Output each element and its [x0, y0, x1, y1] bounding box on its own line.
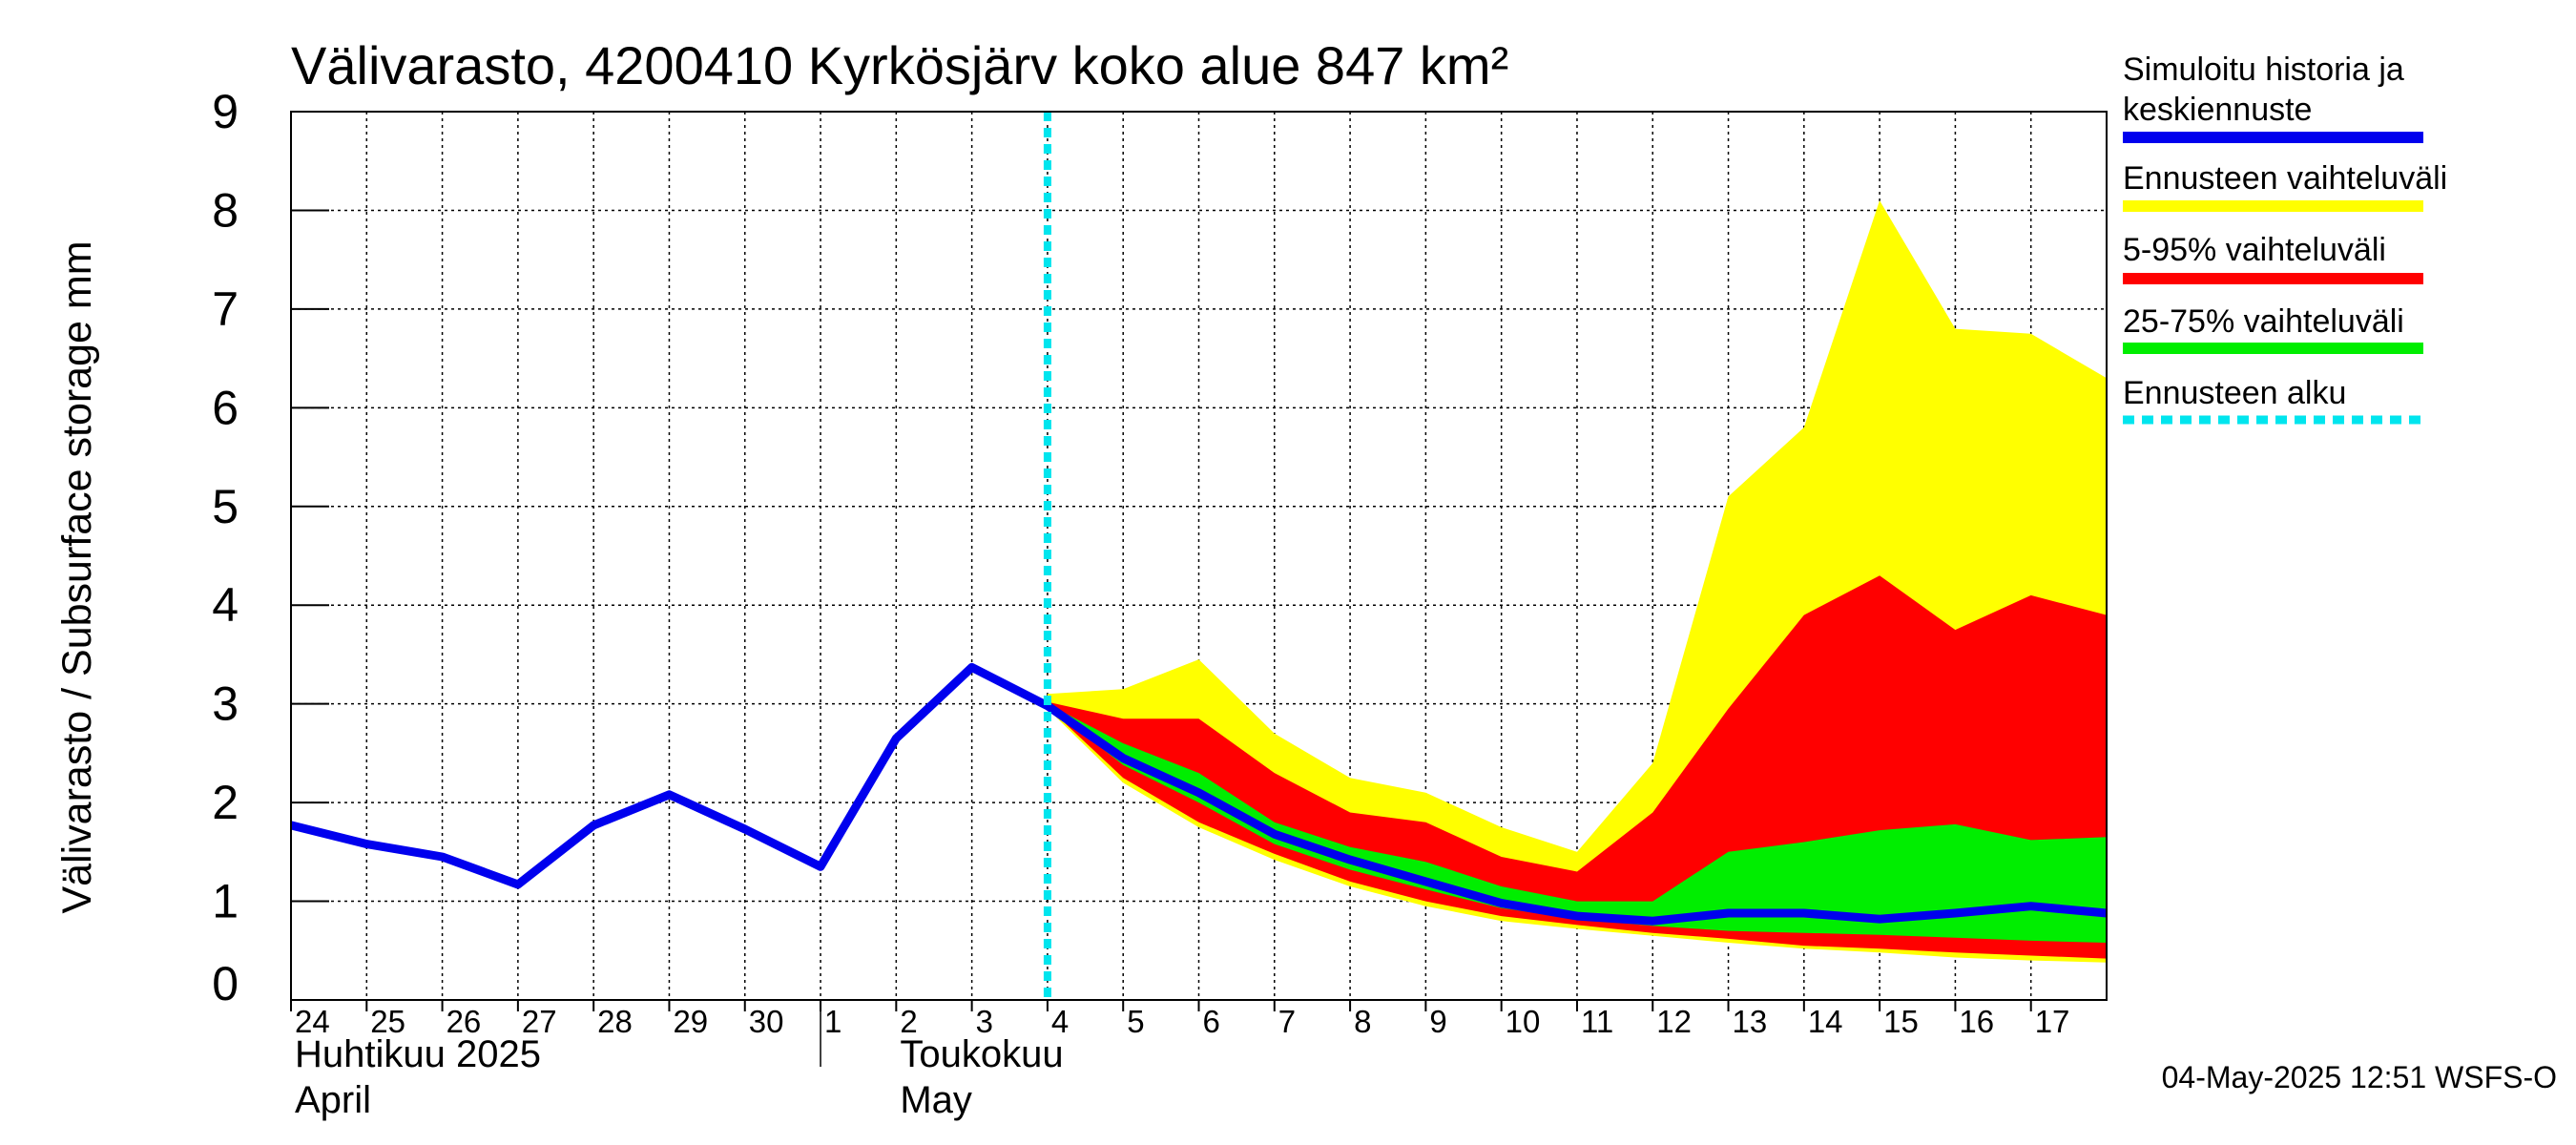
grid [291, 112, 2107, 1000]
legend: Simuloitu historia ja keskiennuste Ennuste… [2123, 52, 2447, 425]
y-tick-labels: 0 1 2 3 4 5 6 7 8 9 [212, 85, 239, 1010]
x-tick-label: 16 [1959, 1004, 1994, 1039]
y-tick-label: 0 [212, 957, 239, 1010]
y-tick-label: 7 [212, 282, 239, 336]
x-tick-label: 15 [1883, 1004, 1919, 1039]
timestamp-footer: 04-May-2025 12:51 WSFS-O [2162, 1060, 2557, 1094]
y-axis-label: Välivarasto / Subsurface storage mm [54, 240, 100, 913]
x-tick-label: 10 [1506, 1004, 1541, 1039]
y-tick-label: 6 [212, 381, 239, 434]
x-tick-label: 1 [824, 1004, 841, 1039]
x-tick-label: 24 [295, 1004, 330, 1039]
month-label-en: April [295, 1079, 371, 1121]
legend-label: 25-75% vaihteluväli [2123, 303, 2404, 340]
month-label: Huhtikuu 2025 [295, 1033, 541, 1075]
y-tick-label: 8 [212, 183, 239, 237]
series-line [289, 662, 2108, 926]
y-tick-label: 1 [212, 875, 239, 928]
series-lines [289, 112, 2108, 1000]
x-tick-label: 14 [1808, 1004, 1843, 1039]
band-area [1047, 703, 2107, 943]
x-tick-label: 29 [673, 1004, 708, 1039]
y-tick-label: 5 [212, 480, 239, 533]
x-tick-label: 7 [1278, 1004, 1296, 1039]
x-tick-label: 11 [1581, 1004, 1613, 1039]
month-label-en: May [900, 1079, 972, 1121]
legend-label-line2: keskiennuste [2123, 92, 2312, 128]
x-tick-label: 9 [1429, 1004, 1446, 1039]
y-tick-label: 4 [212, 578, 239, 632]
legend-label: Ennusteen vaihteluväli [2123, 160, 2447, 197]
forecast-bands [1047, 200, 2107, 963]
legend-label: Ennusteen alku [2123, 375, 2346, 411]
y-tick-label: 9 [212, 85, 239, 138]
x-tick-label: 30 [749, 1004, 784, 1039]
x-tick-label: 6 [1203, 1004, 1220, 1039]
x-tick-label: 3 [976, 1004, 993, 1039]
x-tick-label: 2 [900, 1004, 917, 1039]
x-tick-label: 5 [1127, 1004, 1144, 1039]
x-tick-label: 28 [597, 1004, 633, 1039]
x-tick-label: 25 [370, 1004, 405, 1039]
y-tick-label: 3 [212, 677, 239, 731]
month-label: Toukokuu [900, 1033, 1063, 1075]
y-tick-label: 2 [212, 776, 239, 829]
x-tick-label: 12 [1656, 1004, 1692, 1039]
legend-label: 5-95% vaihteluväli [2123, 232, 2386, 268]
x-tick-label: 27 [522, 1004, 557, 1039]
x-tick-label: 17 [2035, 1004, 2070, 1039]
legend-label: Simuloitu historia ja [2123, 52, 2404, 88]
axes [290, 111, 2108, 1011]
x-tick-labels: 24 25 26 27 28 29 30 1 2 3 4 5 6 7 8 9 10 11 12 13 14 15 16 17 [295, 1004, 2069, 1039]
chart-title: Välivarasto, 4200410 Kyrkösjärv koko alu… [291, 35, 1508, 95]
x-tick-label: 26 [447, 1004, 482, 1039]
x-tick-label: 13 [1733, 1004, 1768, 1039]
x-tick-label: 8 [1354, 1004, 1371, 1039]
x-tick-label: 4 [1051, 1004, 1069, 1039]
